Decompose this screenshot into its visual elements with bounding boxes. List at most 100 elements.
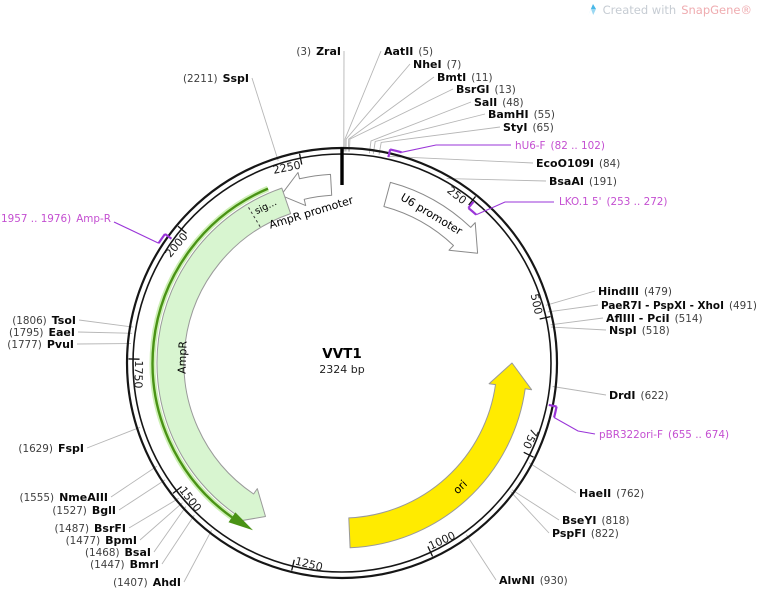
plasmid-length: 2324 bp	[319, 363, 365, 376]
primer-bracket-tick-Amp-R	[164, 233, 173, 240]
leader-EaeI	[77, 331, 133, 334]
leader-AflIII - PciI	[550, 317, 604, 326]
leader-HindIII	[545, 290, 596, 306]
site-label-HindIII: HindIII (479)	[598, 285, 672, 298]
primer-bracket-tick-pBR322ori-F	[548, 403, 557, 408]
scale-label-1250: 1250	[294, 555, 324, 574]
site-label-NspI: NspI (518)	[609, 324, 670, 337]
site-label-AflIII - PciI: AflIII - PciI (514)	[606, 312, 703, 325]
primer-label-LKO.1 5': LKO.1 5' (253 .. 272)	[559, 196, 667, 208]
primer-bracket-hU6-F	[389, 148, 402, 154]
leader-EcoO109I	[389, 155, 534, 164]
primer-leader-hU6-F	[401, 144, 511, 153]
leader-BsaAI	[446, 178, 547, 182]
leader-AlwNI	[466, 534, 497, 581]
scale-tick-250	[468, 196, 477, 206]
site-label-NmeAIII: (1555) NmeAIII	[20, 491, 108, 504]
site-label-BpmI: (1477) BpmI	[66, 534, 137, 547]
scale-tick-500	[539, 315, 551, 320]
site-label-HaeII: HaeII (762)	[579, 487, 644, 500]
site-label-BmrI: (1447) BmrI	[90, 558, 159, 571]
scale-tick-1250	[291, 559, 295, 571]
leader-SspI	[251, 77, 279, 161]
leader-BmrI	[161, 514, 195, 565]
site-label-PaeR7I - PspXI - XhoI: PaeR7I - PspXI - XhoI (491)	[601, 300, 757, 312]
site-label-NheI: NheI (7)	[413, 58, 461, 71]
leader-BseYI	[511, 489, 560, 521]
primer-bracket-tick-LKO.1 5'	[467, 201, 475, 209]
site-label-AlwNI: AlwNI (930)	[499, 574, 568, 587]
leader-PvuI	[76, 343, 131, 345]
feature-ampr-promoter	[280, 172, 333, 207]
snapgene-watermark: Created with SnapGene®	[587, 3, 752, 17]
leader-SalI	[368, 101, 472, 154]
scale-label-750: 750	[520, 426, 541, 451]
site-label-BglI: (1527) BglI	[52, 504, 116, 517]
scale-tick-2000	[177, 225, 187, 234]
watermark-brand: SnapGene®	[681, 3, 752, 17]
site-label-BsrFI: (1487) BsrFI	[54, 522, 126, 535]
primer-bracket-LKO.1 5'	[467, 207, 477, 216]
leader-DrdI	[552, 386, 607, 396]
site-label-ZraI: (3) ZraI	[296, 45, 341, 58]
primer-leader-pBR322ori-F	[553, 417, 596, 435]
leader-AatII	[344, 50, 382, 152]
snapgene-logo-icon	[587, 4, 596, 16]
leader-PaeR7I - PspXI - XhoI	[547, 304, 599, 313]
scale-label-500: 500	[528, 292, 545, 315]
site-label-StyI: StyI (65)	[503, 121, 554, 134]
site-label-BmtI: BmtI (11)	[437, 71, 493, 84]
plasmid-name: VVT1	[322, 346, 362, 362]
leader-TsoI	[78, 319, 134, 328]
leader-BglI	[118, 479, 166, 511]
site-label-EcoO109I: EcoO109I (84)	[536, 157, 620, 170]
leader-NspI	[550, 326, 607, 331]
leader-BsrGI	[348, 88, 454, 152]
feature-u6-promoter	[383, 181, 479, 254]
scale-tick-1500	[172, 486, 183, 494]
site-label-AatII: AatII (5)	[384, 45, 433, 58]
scale-label-1750: 1750	[132, 360, 146, 388]
site-label-AhdI: (1407) AhdI	[113, 576, 181, 589]
site-label-BsrGI: BsrGI (13)	[456, 83, 516, 96]
leader-AhdI	[183, 529, 212, 583]
site-label-TsoI: (1806) TsoI	[12, 314, 76, 327]
plasmid-title-block: VVT1 2324 bp	[319, 346, 364, 376]
feature-label-ampr: AmpR	[176, 340, 190, 374]
feature-ori	[348, 362, 533, 549]
site-label-BsaI: (1468) BsaI	[85, 546, 151, 559]
ampr-cds-arrowhead	[228, 512, 253, 531]
leader-BsaI	[153, 506, 187, 553]
leader-PspFI	[510, 491, 550, 534]
primer-label-Amp-R: (1957 .. 1976) Amp-R	[0, 213, 111, 225]
site-label-PvuI: (1777) PvuI	[7, 338, 74, 351]
site-label-SalI: SalI (48)	[474, 96, 524, 109]
primer-label-hU6-F: hU6-F (82 .. 102)	[515, 140, 605, 152]
scale-tick-1000	[427, 546, 434, 557]
sig-divider	[246, 205, 261, 227]
watermark-text: Created with	[602, 3, 677, 17]
leader-BpmI	[139, 502, 183, 541]
scale-tick-2250	[298, 153, 303, 165]
primer-bracket-pBR322ori-F	[553, 406, 558, 418]
primer-leader-Amp-R	[113, 221, 159, 244]
site-label-BamHI: BamHI (55)	[488, 108, 555, 121]
scale-label-1000: 1000	[427, 529, 458, 553]
primer-label-pBR322ori-F: pBR322ori-F (655 .. 674)	[599, 429, 729, 441]
site-label-BseYI: BseYI (818)	[562, 514, 629, 527]
leader-FspI	[86, 426, 141, 449]
site-label-SspI: (2211) SspI	[183, 72, 249, 85]
primer-leader-LKO.1 5'	[475, 201, 554, 216]
site-label-BsaAI: BsaAI (191)	[549, 175, 617, 188]
leader-BmtI	[347, 76, 435, 152]
leader-BsrFI	[128, 497, 180, 529]
site-label-FspI: (1629) FspI	[18, 442, 84, 455]
primer-bracket-tick-hU6-F	[387, 149, 392, 158]
site-label-DrdI: DrdI (622)	[609, 389, 668, 402]
ampr-cds-line	[151, 187, 269, 519]
leader-HaeII	[528, 462, 577, 494]
site-label-EaeI: (1795) EaeI	[9, 326, 75, 339]
site-label-PspFI: PspFI (822)	[552, 527, 619, 540]
